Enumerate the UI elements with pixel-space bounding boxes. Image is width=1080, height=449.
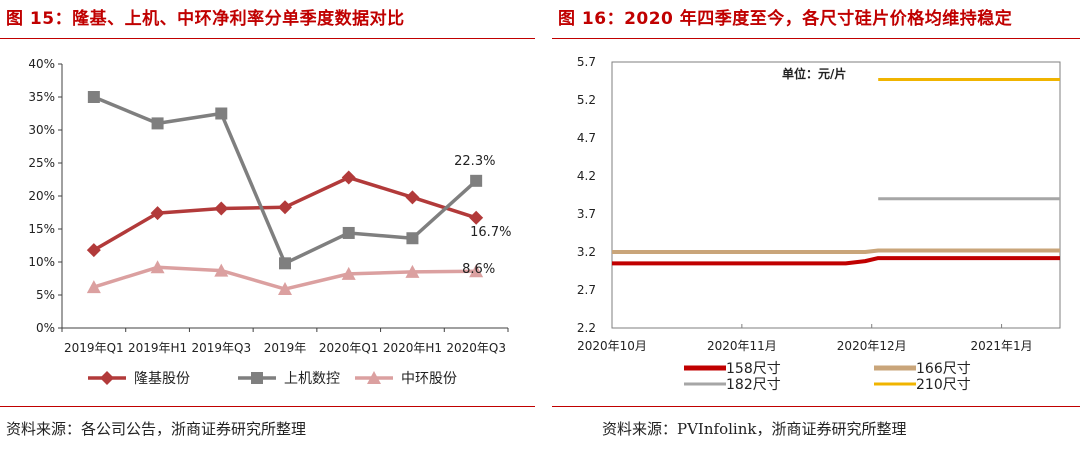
diamond-marker [214,201,229,216]
x-tick-label: 2019年Q3 [191,341,251,355]
y-tick-label: 35% [28,90,55,104]
legend-label: 上机数控 [284,371,340,387]
x-tick-label: 2019年H1 [128,341,187,355]
unit-label: 单位：元/片 [782,66,846,81]
series-line-0 [612,256,1060,266]
x-tick-label: 2020年11月 [707,339,777,353]
y-tick-label: 30% [28,123,55,137]
legend-item: 隆基股份 [88,370,190,387]
plot-frame [611,61,1061,329]
data-label: 16.7% [470,225,511,240]
y-tick-label: 5% [36,288,55,302]
triangle-marker [405,264,420,278]
right-source-note: 资料来源：PVInfolink，浙商证券研究所整理 [602,420,907,438]
triangle-marker [278,282,292,296]
y-tick-label: 3.7 [577,207,596,221]
legend-label: 166尺寸 [916,361,971,377]
series-0 [86,170,484,258]
left-title-rule [0,38,535,39]
triangle-marker [86,280,101,294]
y-tick-label: 25% [28,156,55,170]
diamond-marker [405,190,420,205]
legend-item: 上机数控 [238,371,340,387]
right-title-rule [552,38,1080,39]
y-tick-label: 0% [36,321,55,335]
left-figure-panel: 图 15：隆基、上机、中环净利率分单季度数据对比 0% 5% 10% 15% 20% 25… [0,0,535,449]
diamond-marker [86,243,101,258]
diamond-marker [469,210,484,225]
legend-item: 182尺寸 [684,377,781,393]
right-source-rule [552,406,1080,407]
x-tick-label: 2020年10月 [577,339,647,353]
legend-label: 158尺寸 [726,361,781,377]
y-tick-label: 4.2 [577,169,596,183]
y-tick-label: 5.2 [577,93,596,107]
y-tick-label: 2.2 [577,321,596,335]
legend-label: 隆基股份 [134,370,190,387]
triangle-marker [150,260,165,274]
x-tick-label: 2019年Q1 [64,341,124,355]
left-source-note: 资料来源：各公司公告，浙商证券研究所整理 [6,420,307,438]
square-marker [151,117,164,130]
legend-label: 210尺寸 [916,377,971,393]
series-2 [86,260,484,296]
data-label: 8.6% [462,262,495,277]
triangle-marker [367,371,381,384]
diamond-marker [150,206,165,221]
right-figure-panel: 图 16：2020 年四季度至今，各尺寸硅片价格均维持稳定 2.2 2.7 3.2 3… [552,0,1080,449]
series-line-1 [612,248,1060,254]
y-tick-label: 10% [28,255,55,269]
legend-item: 210尺寸 [874,377,971,393]
diamond-marker [278,200,292,215]
legend-item: 158尺寸 [684,361,781,377]
x-tick-label: 2020年Q1 [319,341,379,355]
legend-item: 166尺寸 [874,361,971,377]
x-tick-label: 2019年 [264,341,307,355]
y-tick-label: 4.7 [577,131,596,145]
diamond-marker [100,371,114,385]
y-tick-label: 15% [28,222,55,236]
square-marker [470,174,483,187]
square-marker [279,257,291,270]
y-tick-label: 40% [28,57,55,71]
series-line [93,95,478,266]
right-figure-title: 图 16：2020 年四季度至今，各尺寸硅片价格均维持稳定 [558,9,1013,29]
series-1 [87,91,483,270]
square-marker [406,232,419,245]
x-tick-label: 2020年12月 [837,339,907,353]
y-tick-label: 5.7 [577,55,596,69]
left-figure-title: 图 15：隆基、上机、中环净利率分单季度数据对比 [6,9,405,29]
y-tick-label: 20% [28,189,55,203]
data-label: 22.3% [454,154,495,169]
left-line-chart: 0% 5% 10% 15% 20% 25% 30% 35% 40% 2019年Q1 2019年H1 2… [28,57,511,387]
square-marker [87,91,100,103]
legend-item: 中环股份 [355,371,457,387]
triangle-marker [341,266,356,280]
diamond-marker [341,170,356,185]
left-source-rule [0,406,535,407]
y-tick-label: 3.2 [577,245,596,259]
right-line-chart: 2.2 2.7 3.2 3.7 4.2 4.7 5.2 5.7 2020年10月 2020年11月… [577,55,1061,393]
x-tick-label: 2021年1月 [970,339,1032,353]
square-marker [215,107,228,120]
y-tick-label: 2.7 [577,283,596,297]
square-marker [342,226,355,239]
triangle-marker [469,264,484,278]
triangle-marker [214,263,229,277]
x-tick-label: 2020年Q3 [446,341,506,355]
x-tick-label: 2020年H1 [383,341,442,355]
square-marker [251,372,263,384]
legend-label: 182尺寸 [726,377,781,393]
legend-label: 中环股份 [401,371,457,387]
